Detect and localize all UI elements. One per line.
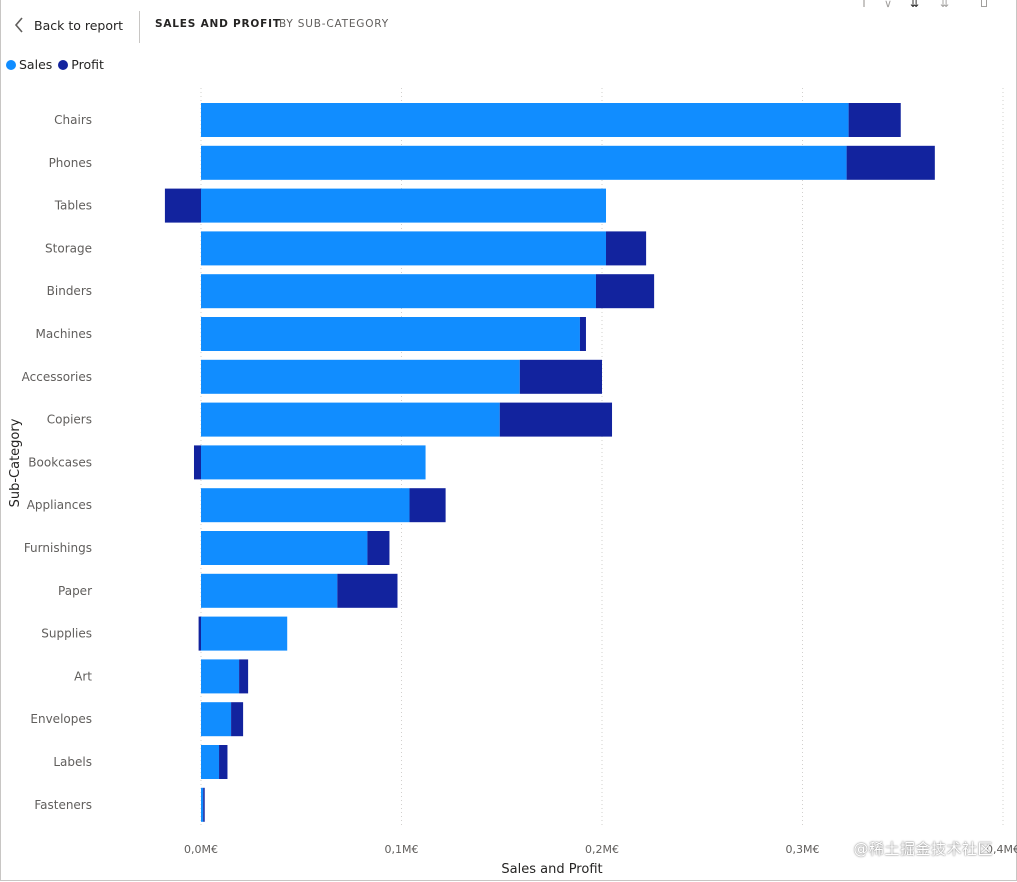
sales-bar[interactable]	[201, 103, 849, 137]
sales-bar[interactable]	[201, 188, 607, 223]
profit-bar[interactable]	[606, 231, 647, 266]
legend-label-profit: Profit	[71, 57, 104, 72]
legend-item-sales[interactable]: Sales	[6, 57, 52, 72]
y-axis-title: Sub-Category	[8, 418, 23, 507]
x-axis-title: Sales and Profit	[501, 862, 602, 877]
sales-bar[interactable]	[201, 402, 500, 437]
visual-toolbar: ⊽ ⇊ ⇊	[860, 0, 1000, 10]
legend-marker-sales	[6, 59, 16, 70]
sales-bar[interactable]	[201, 531, 368, 565]
category-label: Furnishings	[24, 541, 92, 555]
category-label: Tables	[54, 199, 92, 213]
category-label: Chairs	[54, 113, 92, 127]
chevron-left-icon	[14, 17, 24, 33]
category-label: Paper	[58, 584, 92, 598]
category-label: Fasteners	[34, 798, 92, 812]
category-label: Bookcases	[28, 455, 92, 469]
category-label: Labels	[53, 755, 92, 769]
drill-down-icon[interactable]: ⊽	[884, 0, 893, 9]
back-to-report-button[interactable]: Back to report	[14, 13, 123, 37]
sales-bar[interactable]	[201, 787, 204, 822]
sales-bar[interactable]	[201, 745, 220, 779]
toolbar-separator	[863, 0, 865, 7]
sales-bar[interactable]	[201, 274, 596, 309]
tab-by-sub-category[interactable]: BY SUB-CATEGORY	[279, 18, 389, 30]
expand-all-icon[interactable]: ⇊	[940, 0, 950, 9]
profit-bar[interactable]	[231, 702, 244, 737]
sales-bar[interactable]	[201, 616, 288, 651]
profit-bar[interactable]	[499, 402, 613, 437]
x-tick-label: 0,2M€	[585, 843, 619, 856]
profit-bar[interactable]	[193, 445, 201, 480]
profit-bar[interactable]	[203, 787, 205, 822]
category-label: Supplies	[41, 627, 92, 641]
chart-legend: Sales Profit	[6, 57, 110, 72]
legend-item-profit[interactable]: Profit	[58, 57, 104, 72]
sales-bar[interactable]	[201, 317, 580, 351]
tab-sales-and-profit[interactable]: SALES AND PROFIT	[155, 18, 281, 30]
legend-label-sales: Sales	[19, 57, 53, 72]
profit-bar[interactable]	[337, 573, 398, 608]
category-label: Machines	[36, 327, 92, 341]
profit-bar[interactable]	[409, 488, 446, 523]
sales-bar[interactable]	[201, 488, 410, 523]
category-label: Envelopes	[30, 712, 92, 726]
visual-header: Back to report SALES AND PROFIT BY SUB-C…	[0, 0, 1017, 50]
sales-bar[interactable]	[201, 445, 426, 480]
profit-bar[interactable]	[367, 531, 390, 565]
category-label: Appliances	[27, 498, 92, 512]
sales-bar[interactable]	[201, 359, 520, 394]
sales-bar[interactable]	[201, 231, 607, 266]
category-label: Art	[74, 669, 92, 683]
back-label: Back to report	[34, 17, 124, 33]
x-tick-label: 0,1M€	[385, 843, 419, 856]
profit-bar[interactable]	[519, 359, 602, 394]
profit-bar[interactable]	[848, 103, 901, 137]
profit-bar[interactable]	[198, 616, 201, 651]
category-label: Accessories	[22, 370, 92, 384]
profit-bar[interactable]	[579, 317, 586, 351]
category-label: Binders	[47, 284, 92, 298]
expand-next-level-icon[interactable]: ⇊	[910, 0, 920, 9]
sales-bar[interactable]	[201, 702, 232, 737]
more-options-icon[interactable]	[981, 0, 987, 7]
legend-marker-profit	[58, 59, 69, 70]
profit-bar[interactable]	[846, 145, 935, 180]
category-label: Phones	[49, 156, 92, 170]
category-label: Copiers	[47, 413, 92, 427]
category-label: Storage	[45, 241, 92, 255]
watermark: @稀土掘金技术社区	[853, 840, 993, 858]
sales-bar[interactable]	[201, 145, 847, 180]
profit-bar[interactable]	[239, 659, 249, 694]
x-tick-label: 0,4M€	[986, 843, 1017, 856]
sales-bar[interactable]	[201, 659, 240, 694]
header-divider	[139, 11, 140, 43]
x-tick-label: 0,3M€	[786, 843, 820, 856]
profit-bar[interactable]	[164, 188, 201, 223]
x-tick-label: 0,0M€	[184, 843, 218, 856]
profit-bar[interactable]	[595, 274, 655, 309]
profit-bar[interactable]	[219, 745, 228, 779]
sales-bar[interactable]	[201, 573, 338, 608]
